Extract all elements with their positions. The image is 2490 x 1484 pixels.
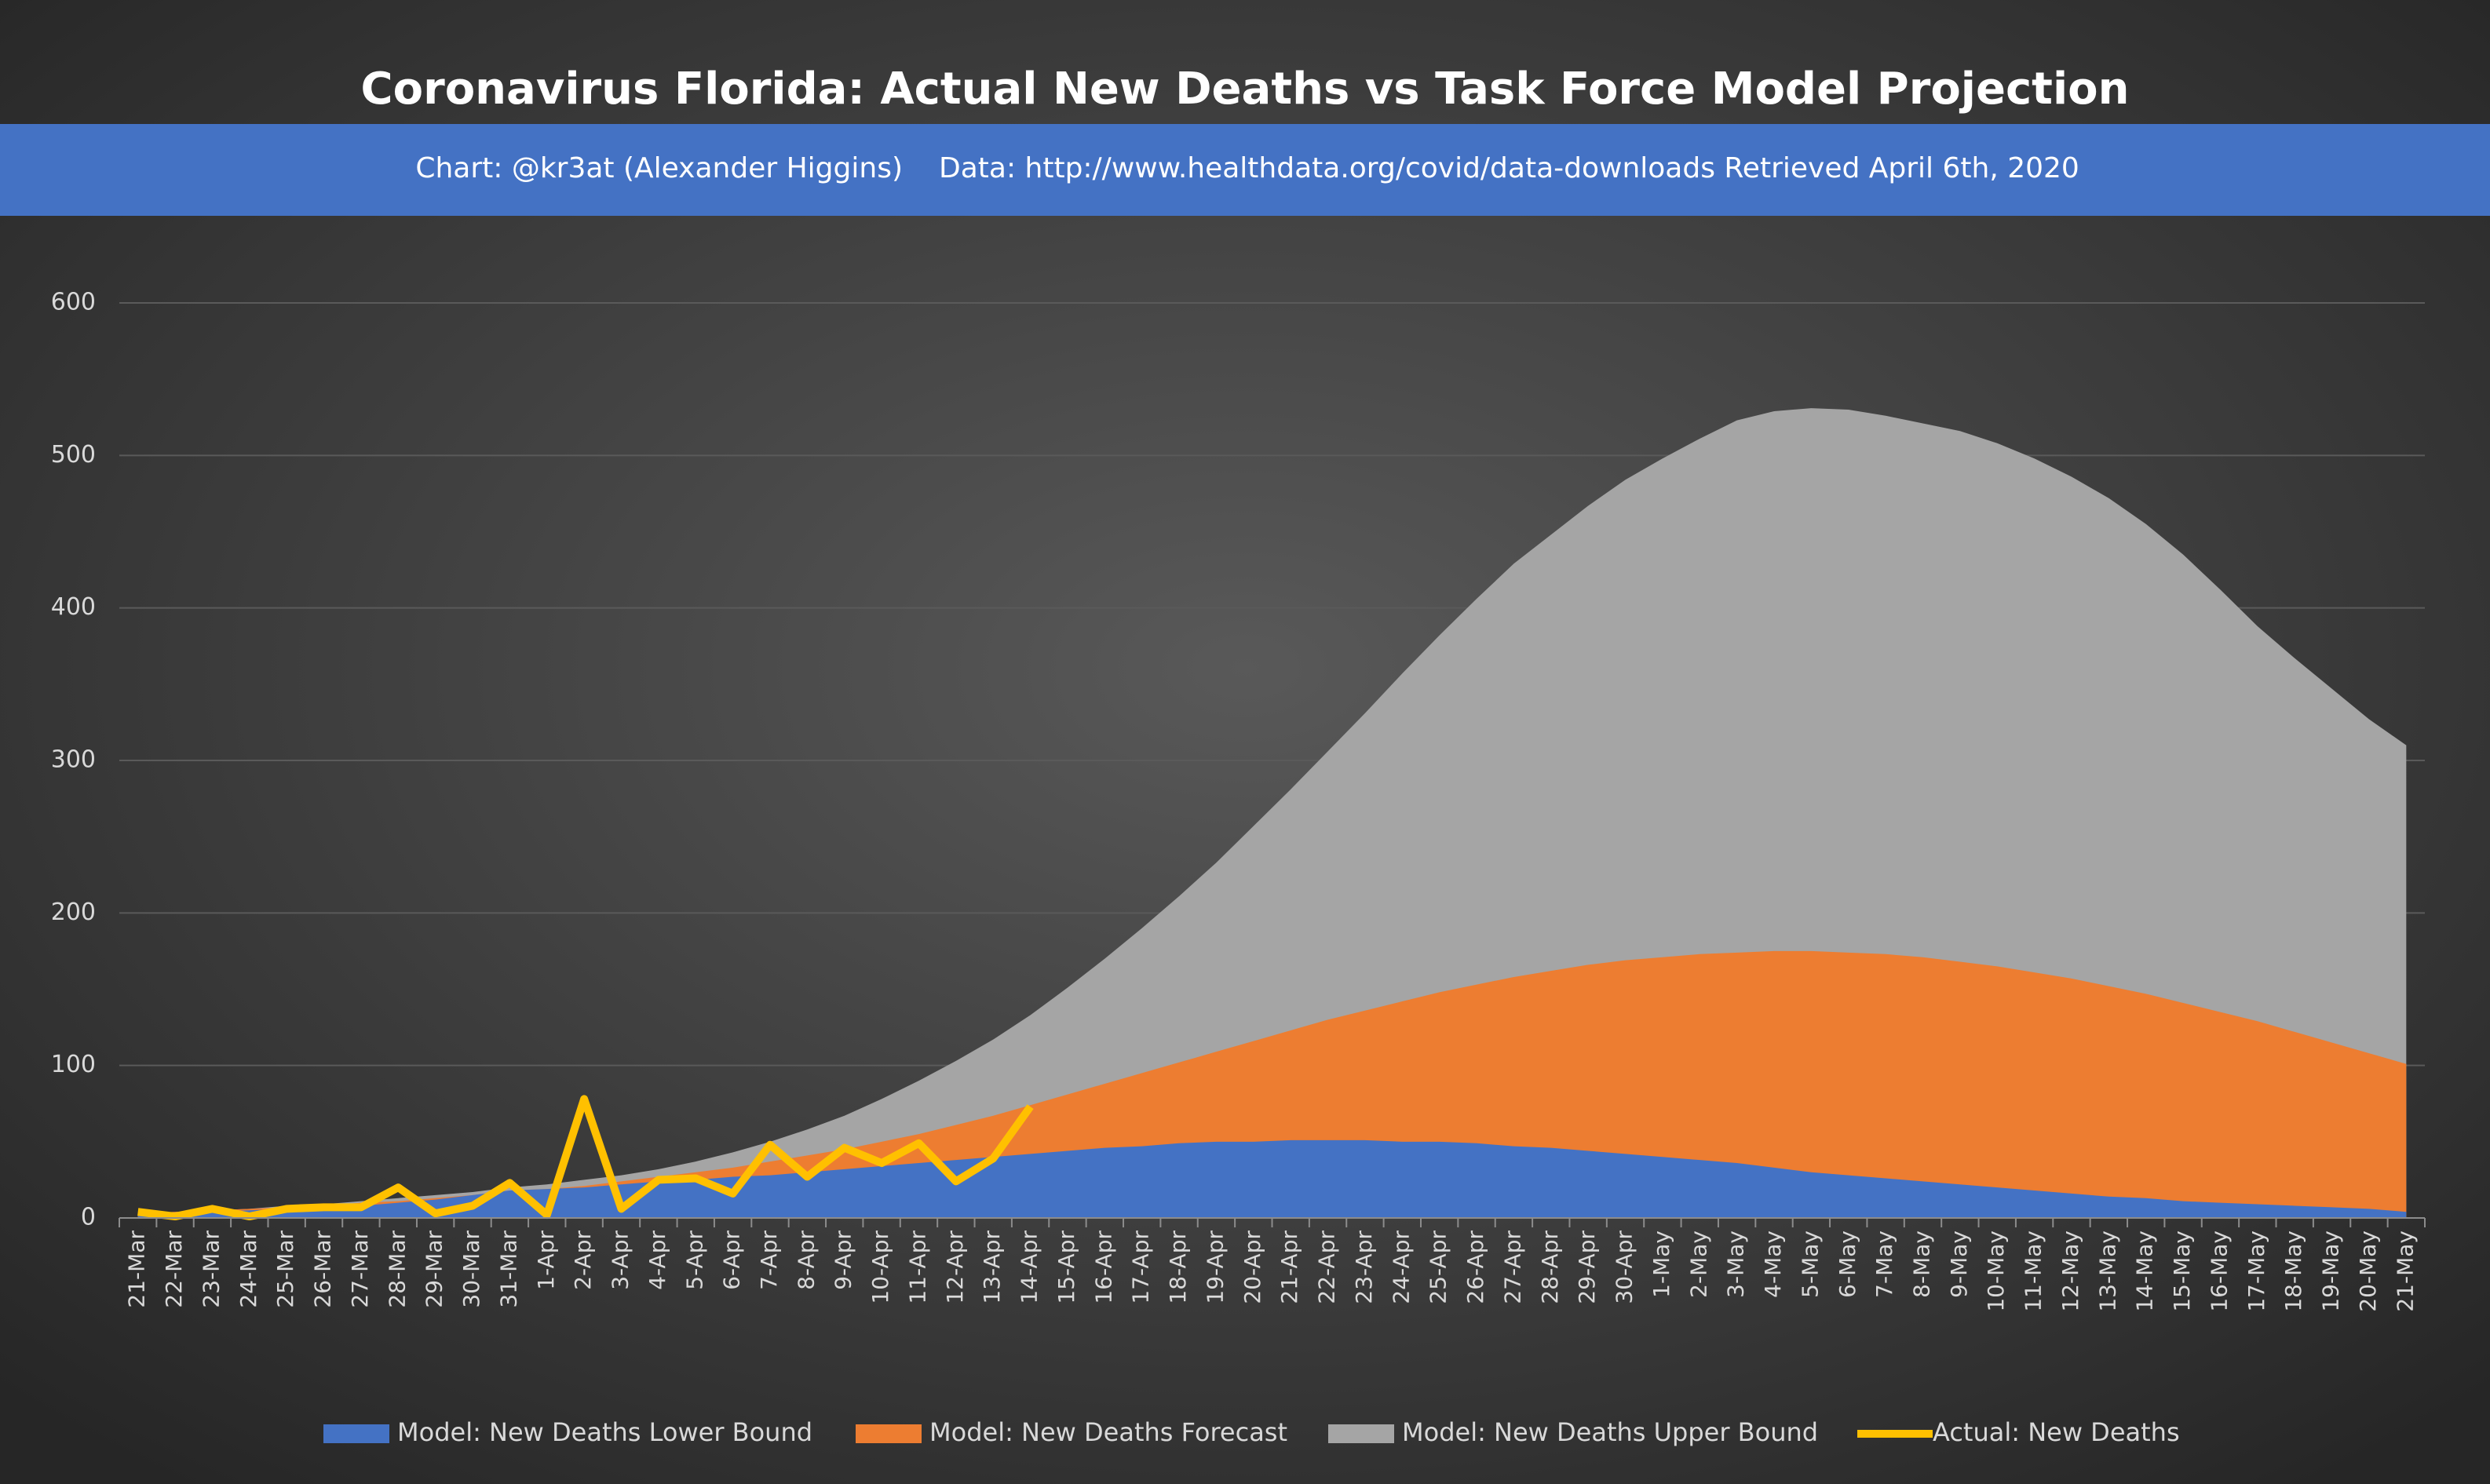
x-tick-label: 8-Apr	[793, 1231, 819, 1290]
x-tick-label: 5-Apr	[681, 1231, 707, 1290]
y-tick-label: 100	[51, 1051, 96, 1078]
y-tick-label: 200	[51, 899, 96, 926]
x-tick-label: 28-Apr	[1537, 1231, 1563, 1304]
source: Data: http://www.healthdata.org/covid/da…	[939, 152, 2079, 184]
banner	[0, 124, 2490, 216]
legend-swatch	[856, 1424, 922, 1443]
area	[137, 950, 2407, 1218]
credit: Chart: @kr3at (Alexander Higgins)	[415, 152, 903, 184]
legend-label: Model: New Deaths Upper Bound	[1402, 1417, 1818, 1447]
x-tick-label: 15-May	[2169, 1231, 2195, 1312]
x-tick-label: 21-Mar	[124, 1231, 150, 1308]
x-tick-label: 6-Apr	[719, 1231, 745, 1290]
x-tick-label: 22-Mar	[161, 1231, 187, 1308]
x-tick-label: 25-Apr	[1426, 1231, 1451, 1304]
x-tick-label: 3-Apr	[608, 1231, 633, 1290]
x-tick-label: 24-Mar	[235, 1231, 261, 1308]
x-tick-label: 4-Apr	[644, 1231, 670, 1290]
x-tick-label: 27-Apr	[1499, 1231, 1525, 1304]
x-tick-label: 19-May	[2318, 1231, 2344, 1312]
x-tick-label: 31-Mar	[495, 1231, 521, 1308]
x-tick-label: 21-Apr	[1276, 1231, 1302, 1304]
x-tick-label: 27-Mar	[347, 1231, 373, 1308]
x-tick-label: 11-Apr	[904, 1231, 930, 1304]
y-tick-label: 300	[51, 746, 96, 774]
y-tick-label: 400	[51, 593, 96, 621]
x-tick-label: 1-Apr	[533, 1231, 559, 1290]
x-tick-label: 8-May	[1908, 1231, 1934, 1298]
x-tick-label: 14-May	[2132, 1231, 2158, 1312]
legend-label: Model: New Deaths Lower Bound	[397, 1417, 812, 1447]
y-tick-label: 0	[81, 1204, 96, 1231]
x-tick-label: 7-May	[1871, 1231, 1897, 1298]
x-tick-label: 4-May	[1760, 1231, 1786, 1298]
x-tick-label: 20-May	[2355, 1231, 2381, 1312]
x-tick-label: 20-Apr	[1240, 1231, 1265, 1304]
x-tick-label: 10-May	[1983, 1231, 2009, 1312]
x-tick-label: 13-May	[2094, 1231, 2120, 1312]
y-tick-label: 600	[51, 289, 96, 316]
x-tick-label: 13-Apr	[979, 1231, 1005, 1304]
x-tick-label: 10-Apr	[867, 1231, 893, 1304]
chart-title: Coronavirus Florida: Actual New Deaths v…	[361, 64, 2130, 115]
x-tick-label: 24-Apr	[1388, 1231, 1414, 1304]
x-tick-label: 29-Mar	[422, 1231, 447, 1308]
x-tick-label: 26-Apr	[1462, 1231, 1488, 1304]
x-tick-label: 18-Apr	[1165, 1231, 1191, 1304]
legend-label: Model: New Deaths Forecast	[929, 1417, 1287, 1447]
x-tick-label: 2-May	[1685, 1231, 1711, 1298]
x-tick-label: 14-Apr	[1017, 1231, 1042, 1304]
x-tick-label: 25-Mar	[272, 1231, 298, 1308]
x-tick-label: 29-Apr	[1574, 1231, 1600, 1304]
legend-label: Actual: New Deaths	[1933, 1417, 2180, 1447]
x-tick-label: 1-May	[1648, 1231, 1674, 1298]
x-tick-label: 9-May	[1946, 1231, 1972, 1298]
x-tick-label: 19-Apr	[1202, 1231, 1228, 1304]
line	[137, 1095, 1034, 1221]
legend-swatch	[1328, 1424, 1394, 1443]
x-tick-label: 17-Apr	[1128, 1231, 1154, 1304]
x-tick-label: 18-May	[2280, 1231, 2306, 1312]
legend-swatch	[323, 1424, 389, 1443]
x-tick-label: 12-May	[2057, 1231, 2083, 1312]
x-tick-label: 23-Apr	[1351, 1231, 1377, 1304]
x-tick-label: 26-Mar	[310, 1231, 336, 1308]
x-tick-label: 3-May	[1723, 1231, 1749, 1298]
x-tick-label: 16-May	[2206, 1231, 2232, 1312]
y-tick-label: 500	[51, 441, 96, 469]
x-tick-label: 16-Apr	[1090, 1231, 1116, 1304]
x-tick-label: 21-May	[2392, 1231, 2418, 1312]
x-tick-label: 28-Mar	[384, 1231, 410, 1308]
x-tick-label: 22-Apr	[1314, 1231, 1340, 1304]
x-tick-label: 7-Apr	[756, 1231, 782, 1290]
x-tick-label: 5-May	[1797, 1231, 1823, 1298]
x-tick-label: 30-Apr	[1612, 1231, 1637, 1304]
x-tick-label: 11-May	[2021, 1231, 2046, 1312]
x-tick-label: 12-Apr	[942, 1231, 968, 1304]
x-tick-label: 30-Mar	[458, 1231, 484, 1308]
x-tick-label: 15-Apr	[1053, 1231, 1079, 1304]
area	[137, 1139, 2407, 1218]
x-tick-label: 6-May	[1835, 1231, 1860, 1298]
x-tick-label: 23-Mar	[198, 1231, 224, 1308]
x-tick-label: 2-Apr	[570, 1231, 596, 1290]
x-tick-label: 17-May	[2244, 1231, 2269, 1312]
x-tick-label: 9-Apr	[831, 1231, 856, 1290]
